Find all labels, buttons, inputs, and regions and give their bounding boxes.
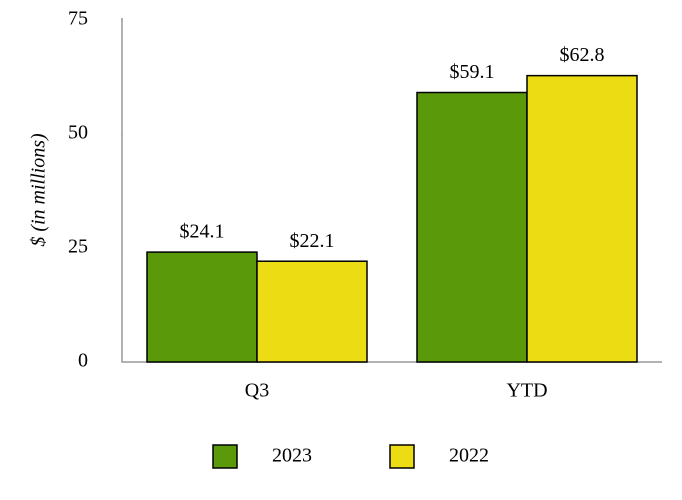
legend-label: 2023 (272, 445, 312, 467)
value-label: $24.1 (180, 221, 225, 243)
bar (146, 251, 258, 363)
legend-label: 2022 (449, 445, 489, 467)
y-tick-label: 50 (68, 122, 88, 144)
bar (416, 91, 528, 363)
x-tick-label: Q3 (245, 380, 269, 402)
legend-swatch (212, 444, 238, 469)
value-label: $62.8 (560, 44, 605, 66)
bar (526, 74, 638, 363)
x-tick-label: YTD (506, 380, 547, 402)
y-tick-label: 25 (68, 236, 88, 258)
legend-swatch (389, 444, 415, 469)
y-tick-label: 0 (78, 350, 88, 372)
bar (256, 260, 368, 363)
value-label: $22.1 (290, 230, 335, 252)
value-label: $59.1 (450, 61, 495, 83)
y-axis-label: $ (in millions) (28, 133, 50, 247)
y-tick-label: 75 (68, 8, 88, 30)
